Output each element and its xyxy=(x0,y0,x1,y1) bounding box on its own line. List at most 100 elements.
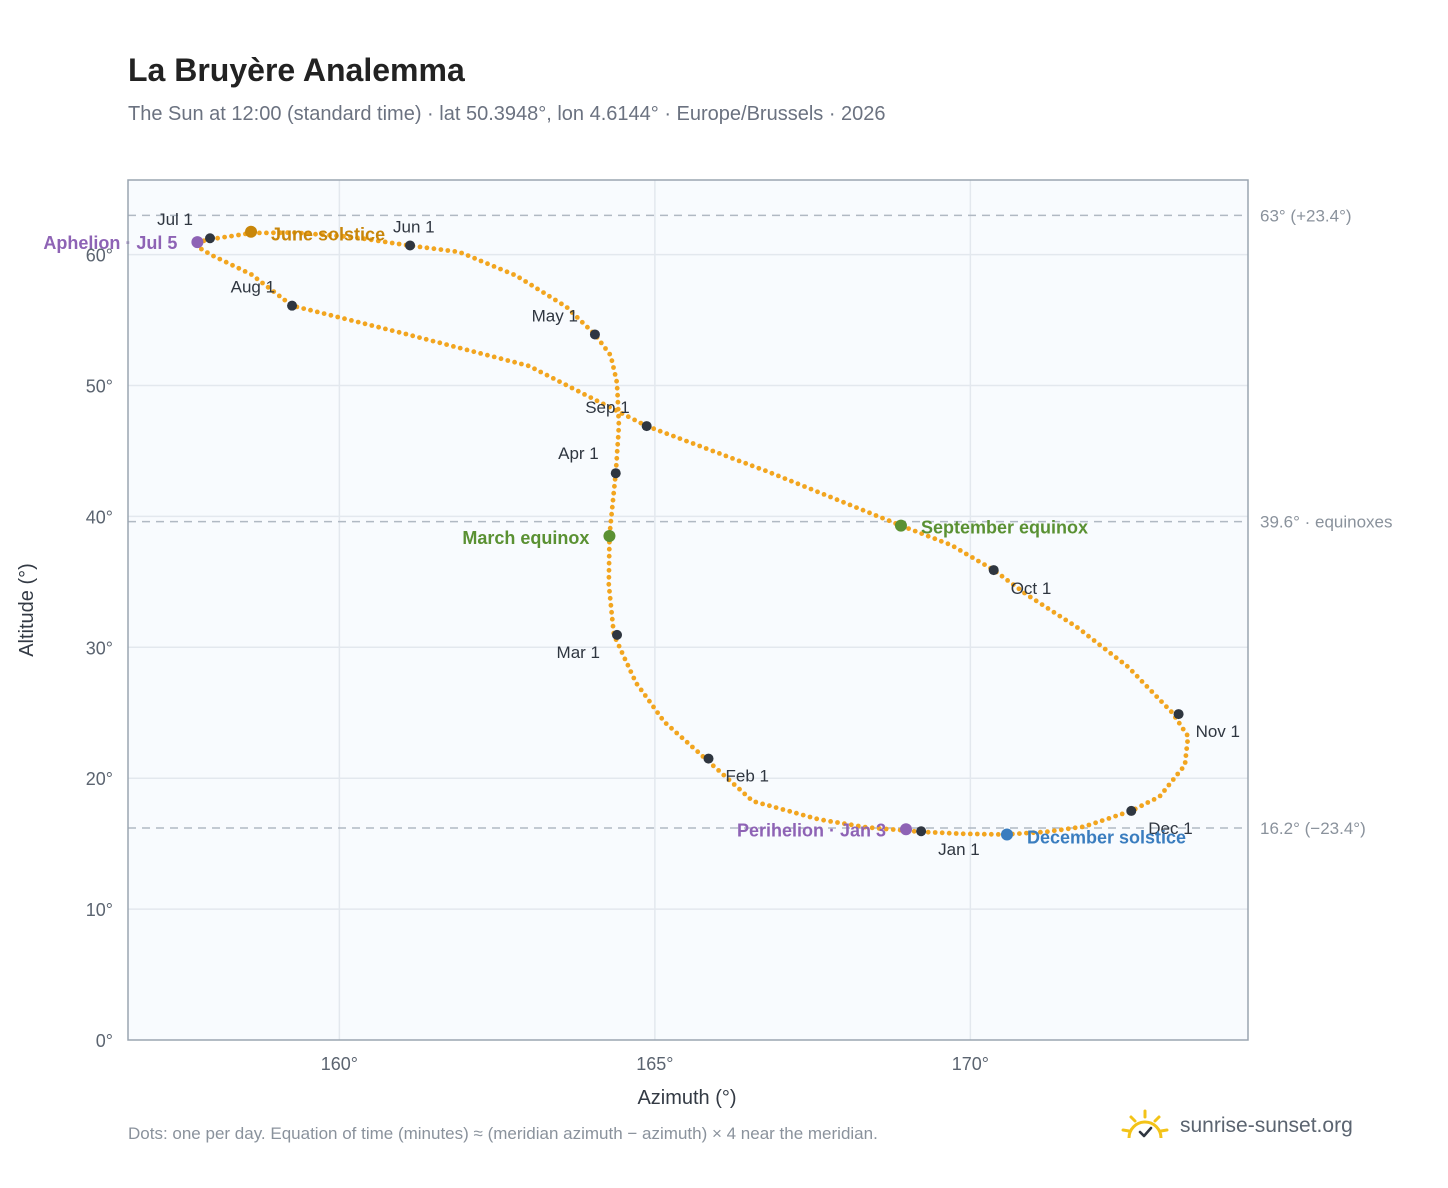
day-dot xyxy=(657,428,663,434)
plot-area xyxy=(128,180,1248,1040)
month-label: May 1 xyxy=(532,306,578,325)
day-dot xyxy=(334,233,339,239)
day-dot xyxy=(249,272,254,277)
day-dot xyxy=(355,319,361,325)
day-dot xyxy=(710,448,716,454)
day-dot xyxy=(452,249,458,254)
day-dot xyxy=(559,301,564,307)
day-dot xyxy=(1091,638,1097,643)
day-dot xyxy=(697,443,703,449)
day-dot xyxy=(498,266,503,272)
day-dot xyxy=(619,411,625,416)
day-dot xyxy=(532,366,537,372)
month-label: Mar 1 xyxy=(557,643,600,662)
day-dot xyxy=(1176,720,1182,726)
day-dot xyxy=(230,262,235,268)
day-dot xyxy=(271,230,276,236)
day-dot xyxy=(485,352,490,358)
day-dot xyxy=(841,499,846,505)
day-dot xyxy=(328,312,334,318)
day-dot xyxy=(890,827,896,832)
day-dot xyxy=(535,286,540,292)
brand-logo[interactable]: sunrise-sunset.org xyxy=(1120,1104,1353,1148)
month-label: Dec 1 xyxy=(1148,819,1192,838)
day-dot xyxy=(505,358,511,363)
month-label: Oct 1 xyxy=(1011,579,1052,598)
day-dot xyxy=(970,555,975,560)
day-dot xyxy=(242,269,248,274)
month-marker xyxy=(589,329,600,340)
event-marker xyxy=(245,225,258,238)
day-dot xyxy=(308,307,313,313)
event-marker xyxy=(900,823,913,836)
x-tick-label: 160° xyxy=(321,1054,358,1074)
day-dot xyxy=(550,376,556,381)
day-dot xyxy=(598,340,604,346)
day-dot xyxy=(254,276,260,282)
day-dot xyxy=(609,511,614,517)
day-dot xyxy=(756,465,762,471)
day-dot xyxy=(608,518,614,524)
day-dot xyxy=(1038,829,1043,835)
event-label: September equinox xyxy=(921,518,1088,538)
day-dot xyxy=(1051,609,1057,615)
event-marker xyxy=(894,519,907,532)
day-dot xyxy=(1154,694,1160,699)
month-marker xyxy=(205,233,216,244)
day-dot xyxy=(1149,689,1155,694)
day-dot xyxy=(327,232,332,238)
day-dot xyxy=(695,749,701,755)
day-dot xyxy=(459,250,464,256)
day-dot xyxy=(677,436,683,441)
day-dot xyxy=(787,808,793,814)
day-dot xyxy=(538,369,544,375)
day-dot xyxy=(795,481,801,487)
day-dot xyxy=(607,595,613,601)
y-axis-label: Altitude (°) xyxy=(16,563,38,657)
day-dot xyxy=(625,662,631,668)
day-dot xyxy=(945,541,951,547)
day-dot xyxy=(1166,782,1172,788)
day-dot xyxy=(763,468,768,474)
day-dot xyxy=(607,525,613,531)
day-dot xyxy=(619,650,625,655)
day-dot xyxy=(282,297,288,303)
day-dot xyxy=(1051,828,1057,834)
day-dot xyxy=(628,669,634,674)
day-dot xyxy=(967,831,973,837)
day-dot xyxy=(1162,788,1167,793)
day-dot xyxy=(607,404,612,410)
day-dot xyxy=(684,739,690,745)
day-dot xyxy=(1164,704,1169,710)
day-dot xyxy=(638,420,644,426)
event-marker xyxy=(191,236,204,249)
axis-ticks: 160° 165° 170° 0° 10° 20° 30° 40° 50° 60° xyxy=(86,246,989,1074)
day-dot xyxy=(1031,830,1036,836)
x-axis-label: Azimuth (°) xyxy=(637,1087,736,1109)
day-dot xyxy=(1159,699,1164,704)
day-dot xyxy=(737,786,742,792)
day-dot xyxy=(1184,746,1190,751)
day-dot xyxy=(498,356,504,362)
day-dot xyxy=(760,801,765,807)
day-dot xyxy=(1184,732,1190,738)
day-dot xyxy=(834,497,840,503)
day-dot xyxy=(664,431,670,437)
day-dot xyxy=(569,385,575,391)
day-dot xyxy=(1058,827,1064,833)
day-dot xyxy=(869,825,875,831)
month-marker xyxy=(405,240,416,251)
day-dot xyxy=(1099,818,1105,823)
day-dot xyxy=(362,321,368,327)
day-dot xyxy=(529,282,534,288)
day-dot xyxy=(1106,816,1112,821)
day-dot xyxy=(1113,655,1119,661)
day-dot xyxy=(749,463,755,469)
day-dot xyxy=(369,323,375,328)
day-dot xyxy=(802,484,807,489)
day-dot xyxy=(215,235,221,241)
day-dot xyxy=(1182,760,1188,765)
day-dot xyxy=(376,324,381,330)
day-dot xyxy=(444,342,449,347)
day-dot xyxy=(519,361,524,367)
